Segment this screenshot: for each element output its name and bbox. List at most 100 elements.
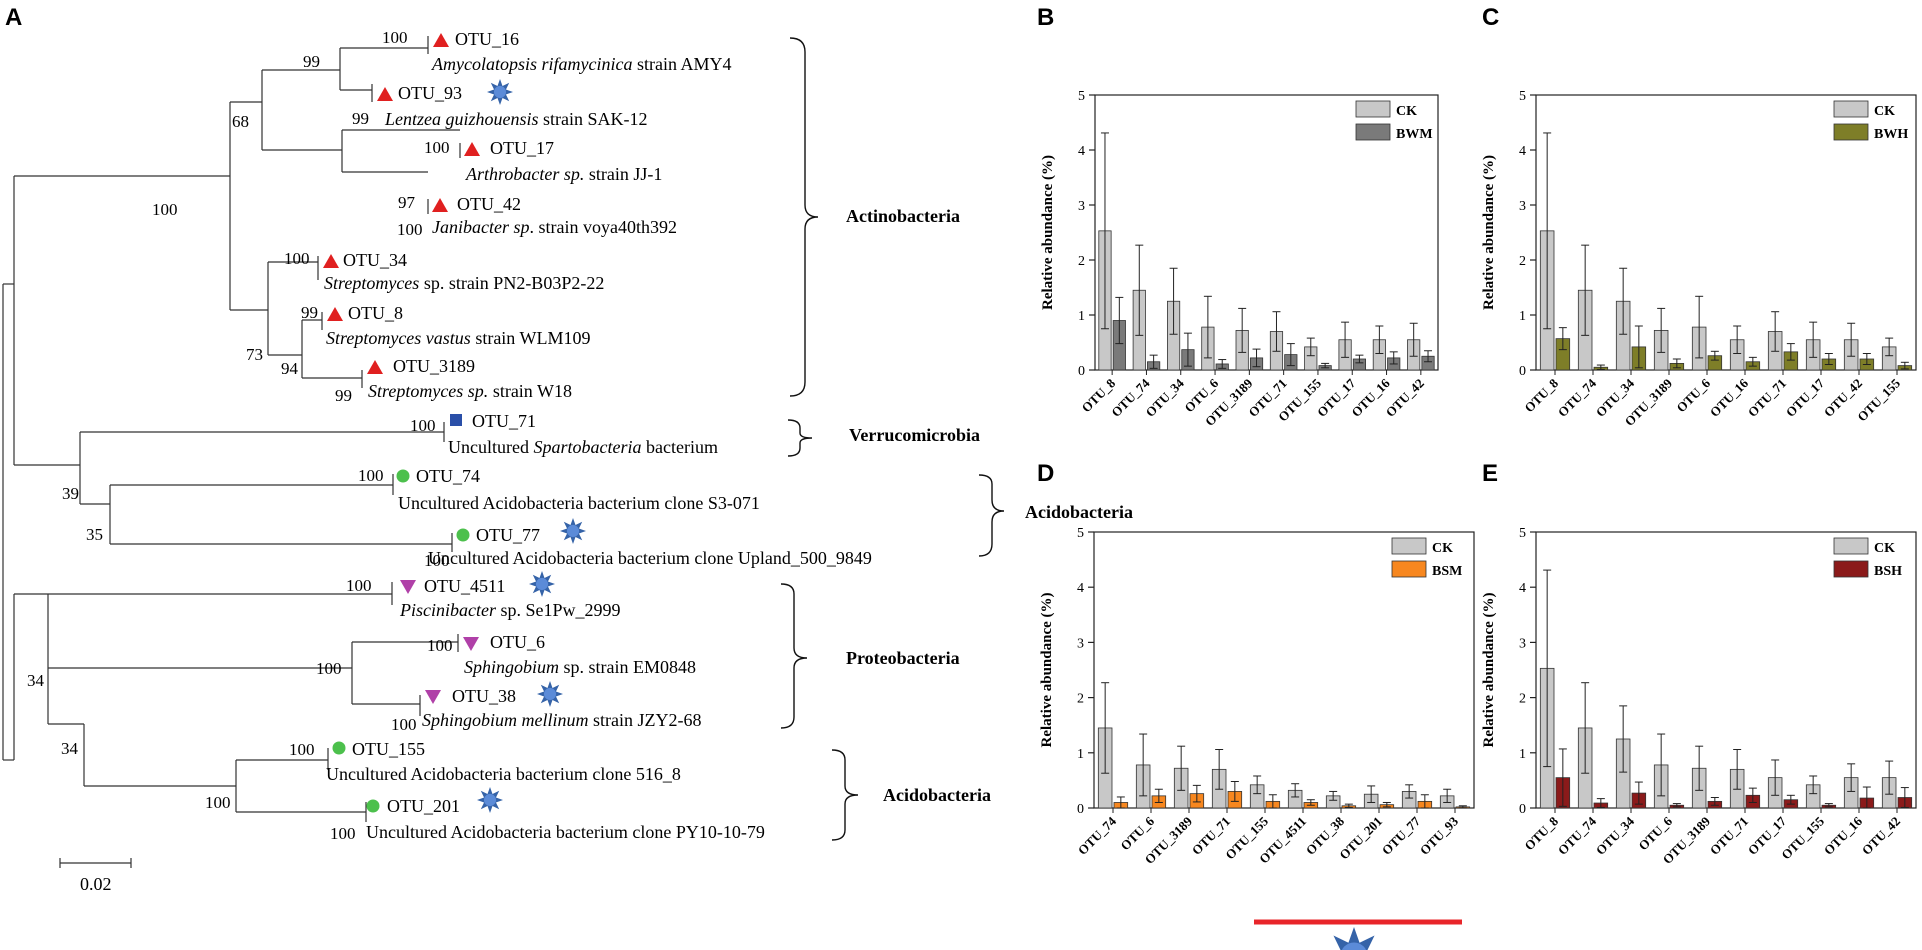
bootstrap-label: 100 <box>424 551 450 570</box>
green-circle-icon <box>366 799 380 813</box>
legend-swatch <box>1833 100 1869 118</box>
bootstrap-label: 100 <box>289 740 315 759</box>
bracket-acidobacteria-2 <box>831 749 859 841</box>
phylum-label: Actinobacteria <box>846 206 960 226</box>
star-icon <box>1325 927 1383 950</box>
x-tick-label: OTU_71 <box>1707 814 1751 858</box>
x-tick-label: OTU_77 <box>1379 813 1424 858</box>
x-tick-label: OTU_16 <box>1821 813 1866 858</box>
panel-letter-a: A <box>5 4 22 31</box>
bootstrap-label: 100 <box>391 715 417 734</box>
tip-species-label: Uncultured Acidobacteria bacterium clone… <box>398 493 760 513</box>
bootstrap-label: 100 <box>382 28 408 47</box>
y-tick-label: 4 <box>1078 144 1085 159</box>
y-axis-label: Relative abundance (%) <box>1040 155 1056 310</box>
y-tick-label: 4 <box>1519 144 1526 159</box>
tip-species-label: Streptomyces vastus strain WLM109 <box>326 328 590 348</box>
bootstrap-label: 97 <box>398 193 416 212</box>
bootstrap-label: 100 <box>330 824 356 843</box>
y-tick-label: 0 <box>1077 802 1084 817</box>
bootstrap-label: 94 <box>281 359 299 378</box>
legend-swatch <box>1833 123 1869 141</box>
star-icon <box>477 787 503 813</box>
bootstrap-label: 100 <box>358 466 384 485</box>
bootstrap-values: 100 99 99 68 100 97 100 100 100 99 73 94… <box>27 28 453 843</box>
y-tick-label: 0 <box>1519 364 1526 379</box>
tip-species-label: Uncultured Spartobacteria bacterium <box>448 437 718 457</box>
tip-otu-label: OTU_4511 <box>424 576 505 596</box>
x-tick-label: OTU_71 <box>1745 376 1789 420</box>
red-triangle-icon <box>377 87 393 101</box>
bootstrap-label: 100 <box>205 793 231 812</box>
legend-swatch <box>1833 560 1869 578</box>
bootstrap-label: 100 <box>346 576 372 595</box>
blue-square-icon <box>450 414 462 426</box>
tip-otu-label: OTU_38 <box>452 686 516 706</box>
y-tick-label: 5 <box>1519 526 1526 541</box>
y-tick-label: 3 <box>1077 636 1084 651</box>
red-triangle-icon <box>432 198 448 212</box>
tip-species-label: Sphingobium sp. strain EM0848 <box>464 657 696 677</box>
bootstrap-label: 100 <box>410 416 436 435</box>
bootstrap-label: 100 <box>316 659 342 678</box>
bracket-proteobacteria <box>780 583 808 729</box>
bracket-verrucomicrobia <box>787 419 813 457</box>
tip-otu-label: OTU_17 <box>490 138 554 158</box>
star-icon <box>560 518 586 544</box>
tip-otu-label: OTU_77 <box>476 525 540 545</box>
bootstrap-label: 99 <box>301 303 318 322</box>
plot-frame <box>1535 531 1917 809</box>
bootstrap-label: 100 <box>427 636 453 655</box>
panel-letter-d: D <box>1037 460 1054 487</box>
y-tick-label: 5 <box>1519 89 1526 104</box>
x-tick-label: OTU_74 <box>1075 813 1120 858</box>
y-tick-label: 2 <box>1078 254 1085 269</box>
legend-label: CK <box>1396 104 1417 119</box>
bootstrap-label: 34 <box>27 671 45 690</box>
y-tick-label: 5 <box>1077 526 1084 541</box>
tip-otu-label: OTU_6 <box>490 632 545 652</box>
bootstrap-label: 35 <box>86 525 103 544</box>
tip-species-label: Sphingobium mellinum strain JZY2-68 <box>422 710 701 730</box>
y-tick-label: 1 <box>1078 309 1085 324</box>
bootstrap-label: 34 <box>61 739 79 758</box>
x-tick-label: OTU_155 <box>1854 375 1903 424</box>
bootstrap-label: 73 <box>246 345 263 364</box>
bracket-actinobacteria <box>789 37 819 397</box>
star-icon <box>537 681 563 707</box>
tip-species-label: Streptomyces sp. strain PN2-B03P2-22 <box>324 273 604 293</box>
tip-otu-label: OTU_3189 <box>393 356 475 376</box>
tip-otu-label: OTU_8 <box>348 303 403 323</box>
y-axis-label: Relative abundance (%) <box>1481 155 1497 310</box>
tip-species-label: Arthrobacter sp. strain JJ-1 <box>465 164 662 184</box>
legend-label: CK <box>1874 541 1895 556</box>
bootstrap-label: 99 <box>352 109 369 128</box>
tree-tips: OTU_16 Amycolatopsis rifamycinica strain… <box>323 29 872 842</box>
legend-label: CK <box>1874 104 1895 119</box>
x-tick-label: OTU_93 <box>1417 813 1462 858</box>
tip-otu-label: OTU_34 <box>343 250 407 270</box>
bootstrap-label: 68 <box>232 112 249 131</box>
phylum-label: Proteobacteria <box>846 648 960 668</box>
phylum-label: Acidobacteria <box>883 785 991 805</box>
y-tick-label: 3 <box>1519 636 1526 651</box>
bootstrap-label: 100 <box>152 200 178 219</box>
bootstrap-label: 99 <box>303 52 320 71</box>
red-triangle-icon <box>433 33 449 47</box>
phylum-label: Verrucomicrobia <box>849 425 980 445</box>
y-tick-label: 0 <box>1519 802 1526 817</box>
y-tick-label: 5 <box>1078 89 1085 104</box>
y-tick-label: 2 <box>1519 254 1526 269</box>
tip-species-label: Uncultured Acidobacteria bacterium clone… <box>428 548 872 568</box>
tip-otu-label: OTU_71 <box>472 411 536 431</box>
tip-species-label: Streptomyces sp. strain W18 <box>368 381 572 401</box>
tip-otu-label: OTU_42 <box>457 194 521 214</box>
bracket-acidobacteria-1 <box>978 474 1005 557</box>
tip-species-label: Amycolatopsis rifamycinica strain AMY4 <box>431 54 731 74</box>
y-tick-label: 1 <box>1077 747 1084 762</box>
magenta-triangle-icon <box>463 637 479 651</box>
